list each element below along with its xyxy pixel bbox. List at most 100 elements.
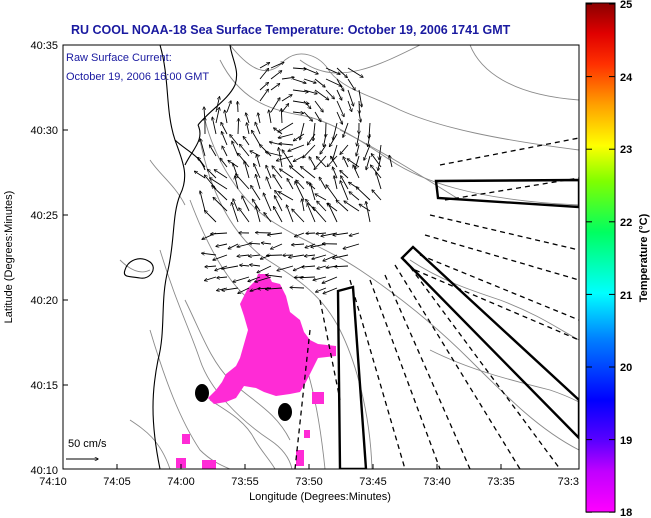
current-vector (225, 110, 228, 124)
current-vector (226, 101, 231, 113)
current-vector (259, 63, 270, 69)
current-vector (213, 254, 228, 260)
current-vector (331, 156, 338, 168)
current-vector (247, 123, 250, 135)
current-vector (315, 194, 327, 201)
current-vector (270, 98, 280, 113)
current-vector (349, 232, 360, 236)
current-vector (266, 177, 272, 190)
current-vector (379, 144, 382, 160)
current-vector (263, 193, 272, 212)
current-vector (290, 166, 305, 179)
current-vector (261, 243, 272, 244)
radar-coverage-lines (294, 137, 579, 469)
figure-title: RU COOL NOAA-18 Sea Surface Temperature:… (71, 23, 511, 37)
current-vector (255, 122, 261, 135)
current-vector (333, 254, 349, 258)
current-vector (222, 287, 239, 290)
current-vector (274, 128, 283, 135)
current-vector (214, 170, 228, 179)
colorbar-tick: 25 (620, 0, 632, 11)
x-axis-label: Longitude (Degrees:Minutes) (249, 491, 391, 503)
current-vector (335, 266, 349, 267)
current-vector (243, 137, 250, 146)
current-vector (232, 203, 239, 223)
current-vector (210, 178, 228, 190)
current-vector (268, 232, 283, 235)
current-vector (314, 111, 321, 122)
colorbar-tick: 20 (620, 362, 632, 374)
current-vector (303, 78, 316, 83)
current-vector (256, 175, 261, 190)
current-vector (272, 166, 283, 179)
current-vector (280, 169, 294, 179)
current-vector (242, 196, 250, 212)
current-vector (327, 155, 338, 167)
colorbar-tick: 18 (620, 507, 632, 518)
current-vector (288, 144, 305, 151)
current-vector (314, 78, 325, 87)
current-vector (290, 287, 305, 288)
current-vector (237, 243, 250, 247)
colorbar-gradient (585, 2, 616, 513)
current-vector (306, 233, 316, 234)
x-tick-label: 74:05 (103, 476, 131, 488)
current-vector (340, 181, 349, 201)
current-vector (317, 265, 327, 269)
current-vector (273, 175, 283, 190)
current-vector (210, 145, 217, 157)
current-vector (246, 113, 250, 124)
current-vector (264, 213, 272, 223)
current-vector (213, 198, 228, 212)
current-vector (208, 169, 217, 179)
current-vector (289, 254, 305, 257)
current-vector (344, 201, 360, 212)
current-vector (281, 95, 292, 102)
y-tick-label: 40:15 (30, 380, 58, 392)
current-vector (277, 155, 294, 161)
current-vector (368, 133, 371, 146)
current-vector (222, 146, 228, 157)
current-vector (314, 100, 323, 112)
y-tick-label: 40:35 (30, 40, 58, 52)
current-vector (249, 243, 261, 244)
current-vector (314, 155, 327, 169)
current-vector (279, 148, 283, 168)
station-marker (278, 403, 292, 421)
current-vector (215, 97, 220, 113)
current-vector (300, 277, 316, 278)
current-vector (257, 265, 272, 273)
current-vector (366, 202, 371, 223)
map-frame (62, 44, 580, 470)
current-vector (303, 100, 311, 109)
current-vector (292, 68, 306, 69)
current-vector (205, 276, 217, 281)
current-vector (349, 192, 360, 201)
current-vector (314, 89, 329, 100)
current-vector (256, 206, 261, 223)
current-vector (347, 159, 360, 168)
current-vector (336, 200, 349, 212)
current-vector (249, 255, 261, 256)
current-vector (270, 62, 284, 69)
current-vector (292, 244, 305, 245)
current-vector (250, 265, 261, 266)
current-vector (333, 122, 338, 140)
current-vector (357, 133, 360, 146)
current-vector (278, 122, 294, 132)
current-vector (244, 161, 250, 179)
current-vector (200, 139, 206, 157)
current-vector (372, 190, 382, 201)
x-tick-label: 73:55 (231, 476, 259, 488)
x-tick-label: 73:40 (423, 476, 451, 488)
current-vector (303, 144, 316, 158)
current-vector (274, 207, 283, 223)
colorbar-tick: 22 (620, 217, 632, 229)
current-vector (334, 176, 338, 190)
current-vector (316, 287, 327, 292)
current-vector (309, 157, 316, 168)
current-vector (211, 233, 228, 234)
current-vector (295, 232, 305, 237)
current-vector (303, 89, 317, 94)
current-vector (317, 157, 327, 168)
